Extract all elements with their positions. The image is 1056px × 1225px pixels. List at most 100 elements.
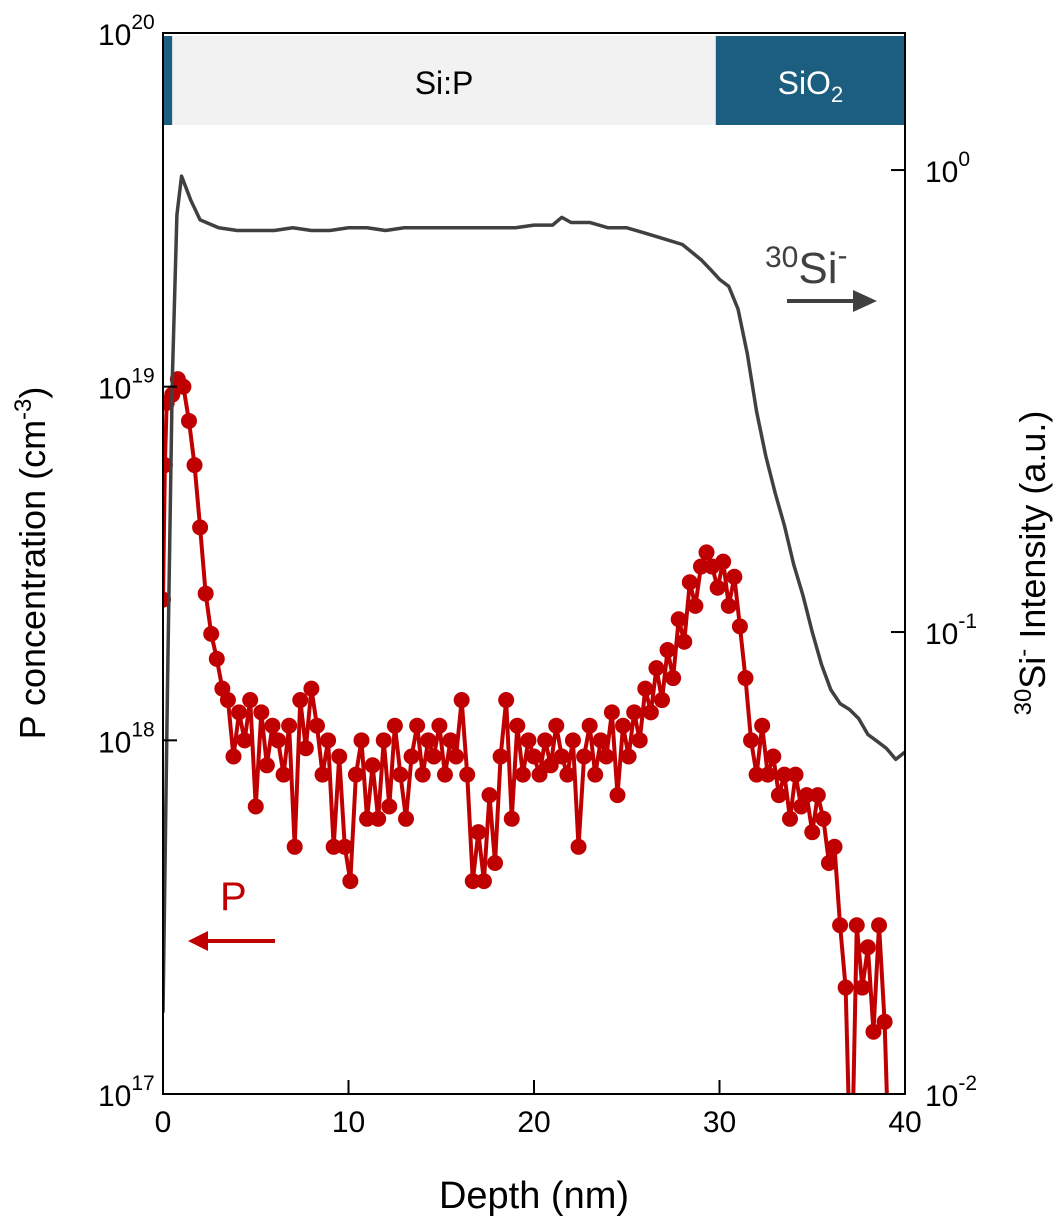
data-point xyxy=(676,633,693,650)
data-point xyxy=(637,680,654,697)
tick-exponent: -1 xyxy=(958,610,977,633)
data-point xyxy=(498,692,515,709)
data-point xyxy=(859,939,876,956)
y2-label-element: Si xyxy=(1012,657,1053,689)
tick-exponent: 18 xyxy=(131,718,154,741)
data-point xyxy=(876,1013,893,1030)
tick-exponent: 17 xyxy=(131,1072,154,1095)
data-point xyxy=(598,748,615,765)
data-point xyxy=(564,732,581,749)
tick-base: 10 xyxy=(98,373,131,406)
data-point xyxy=(475,873,492,890)
data-point xyxy=(492,748,509,765)
series-line xyxy=(163,174,905,1013)
data-point xyxy=(731,618,748,635)
x-tick-label: 40 xyxy=(888,1106,921,1139)
tick-base: 10 xyxy=(98,726,131,759)
data-point xyxy=(342,873,359,890)
data-point xyxy=(303,680,320,697)
x-tick-label: 0 xyxy=(155,1106,172,1139)
data-point xyxy=(553,748,570,765)
data-point xyxy=(659,642,676,659)
data-point xyxy=(442,732,459,749)
data-point xyxy=(514,766,531,783)
data-point xyxy=(542,757,559,774)
data-point xyxy=(314,766,331,783)
data-point xyxy=(325,838,342,855)
layer-bar: Si:P SiO2 xyxy=(163,36,905,125)
data-point xyxy=(359,810,376,827)
data-point xyxy=(715,553,732,570)
data-point xyxy=(398,810,415,827)
data-point xyxy=(219,692,236,709)
data-point xyxy=(247,798,264,815)
data-point xyxy=(592,732,609,749)
arrow-p-head xyxy=(188,931,208,951)
y2-label-isotope: 30 xyxy=(1010,689,1037,716)
data-point xyxy=(587,766,604,783)
y-label-exponent: -3 xyxy=(10,399,37,420)
layer xyxy=(715,36,905,125)
data-point xyxy=(520,732,537,749)
data-point xyxy=(175,378,192,395)
y-tick-label: 1020 xyxy=(98,11,155,52)
data-point xyxy=(603,704,620,721)
data-point xyxy=(381,798,398,815)
x-tick-label: 30 xyxy=(703,1106,736,1139)
data-point xyxy=(804,824,821,841)
layer-label: SiO2 xyxy=(778,65,844,107)
data-point xyxy=(882,1192,898,1208)
data-point xyxy=(787,766,804,783)
tick-base: 10 xyxy=(98,19,131,52)
data-point xyxy=(531,766,548,783)
annotation-si: 30Si- xyxy=(765,239,848,293)
data-point xyxy=(626,704,643,721)
data-point xyxy=(258,757,275,774)
data-point xyxy=(570,838,587,855)
data-point xyxy=(737,670,754,687)
y-tick-label: 1017 xyxy=(98,1072,155,1113)
data-point xyxy=(264,717,281,734)
data-point xyxy=(275,766,292,783)
data-point xyxy=(609,787,626,804)
y-label-text: P concentration (cm xyxy=(12,420,53,739)
data-point xyxy=(720,597,737,614)
data-point xyxy=(436,766,453,783)
annotation-si-charge: - xyxy=(838,239,848,272)
data-point xyxy=(347,766,364,783)
layer-label-subscript: 2 xyxy=(831,82,843,107)
layer-label-text: Si:P xyxy=(415,65,474,101)
arrow-si-head xyxy=(853,290,877,312)
data-point xyxy=(620,748,637,765)
data-point xyxy=(509,717,526,734)
data-point xyxy=(487,854,504,871)
data-point xyxy=(403,748,420,765)
data-point xyxy=(837,979,854,996)
data-point xyxy=(665,670,682,687)
data-point xyxy=(208,650,225,667)
y2-tick-label: 10-1 xyxy=(925,610,977,651)
data-point xyxy=(854,979,871,996)
tick-exponent: -2 xyxy=(958,1072,977,1095)
y-axis-label: P concentration (cm-3) xyxy=(10,387,53,740)
data-point xyxy=(576,748,593,765)
data-point xyxy=(186,457,203,474)
data-point xyxy=(253,704,270,721)
data-point xyxy=(692,558,709,575)
data-point xyxy=(192,519,209,536)
data-point xyxy=(236,732,253,749)
data-point xyxy=(848,917,865,934)
data-point xyxy=(765,748,782,765)
data-point xyxy=(431,717,448,734)
data-point xyxy=(464,873,481,890)
data-point xyxy=(743,732,760,749)
data-point xyxy=(231,704,248,721)
data-point xyxy=(364,757,381,774)
data-point xyxy=(392,766,409,783)
data-point xyxy=(759,766,776,783)
data-point xyxy=(481,787,498,804)
data-point xyxy=(865,1023,882,1040)
data-point xyxy=(331,748,348,765)
x-tick-label: 10 xyxy=(332,1106,365,1139)
y-label-end: ) xyxy=(12,387,53,399)
